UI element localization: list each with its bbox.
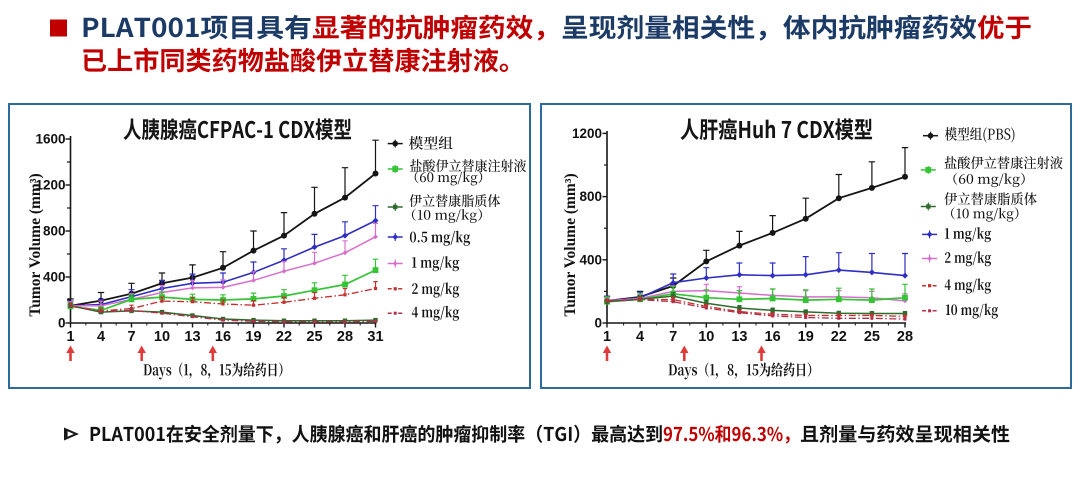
svg-text:22: 22 xyxy=(276,329,292,345)
svg-text:7: 7 xyxy=(669,329,677,345)
svg-text:1200: 1200 xyxy=(572,126,602,141)
svg-text:4: 4 xyxy=(636,329,644,345)
svg-text:1200: 1200 xyxy=(35,178,65,193)
svg-text:19: 19 xyxy=(798,329,814,345)
svg-text:1: 1 xyxy=(603,329,611,345)
svg-text:13: 13 xyxy=(731,329,747,345)
svg-text:800: 800 xyxy=(579,189,602,204)
svg-text:19: 19 xyxy=(245,329,261,345)
svg-text:400: 400 xyxy=(43,270,66,285)
svg-text:13: 13 xyxy=(184,329,200,345)
svg-text:25: 25 xyxy=(864,329,880,345)
svg-text:4: 4 xyxy=(97,329,105,345)
svg-text:Tumor Volume (mm³): Tumor Volume (mm³) xyxy=(562,173,579,316)
svg-text:28: 28 xyxy=(337,329,353,345)
svg-text:10: 10 xyxy=(698,329,714,345)
svg-text:0: 0 xyxy=(594,316,602,331)
svg-text:800: 800 xyxy=(43,224,66,239)
svg-text:28: 28 xyxy=(897,329,913,345)
svg-text:1: 1 xyxy=(66,329,74,345)
svg-text:0: 0 xyxy=(58,316,66,331)
svg-text:7: 7 xyxy=(127,329,135,345)
svg-text:22: 22 xyxy=(831,329,847,345)
svg-text:25: 25 xyxy=(306,329,322,345)
svg-text:400: 400 xyxy=(579,252,602,267)
svg-text:10: 10 xyxy=(154,329,170,345)
svg-text:16: 16 xyxy=(215,329,231,345)
svg-text:16: 16 xyxy=(765,329,781,345)
svg-text:Tumor Volume (mm³): Tumor Volume (mm³) xyxy=(27,173,44,316)
svg-text:31: 31 xyxy=(367,329,383,345)
svg-text:1600: 1600 xyxy=(35,132,65,147)
